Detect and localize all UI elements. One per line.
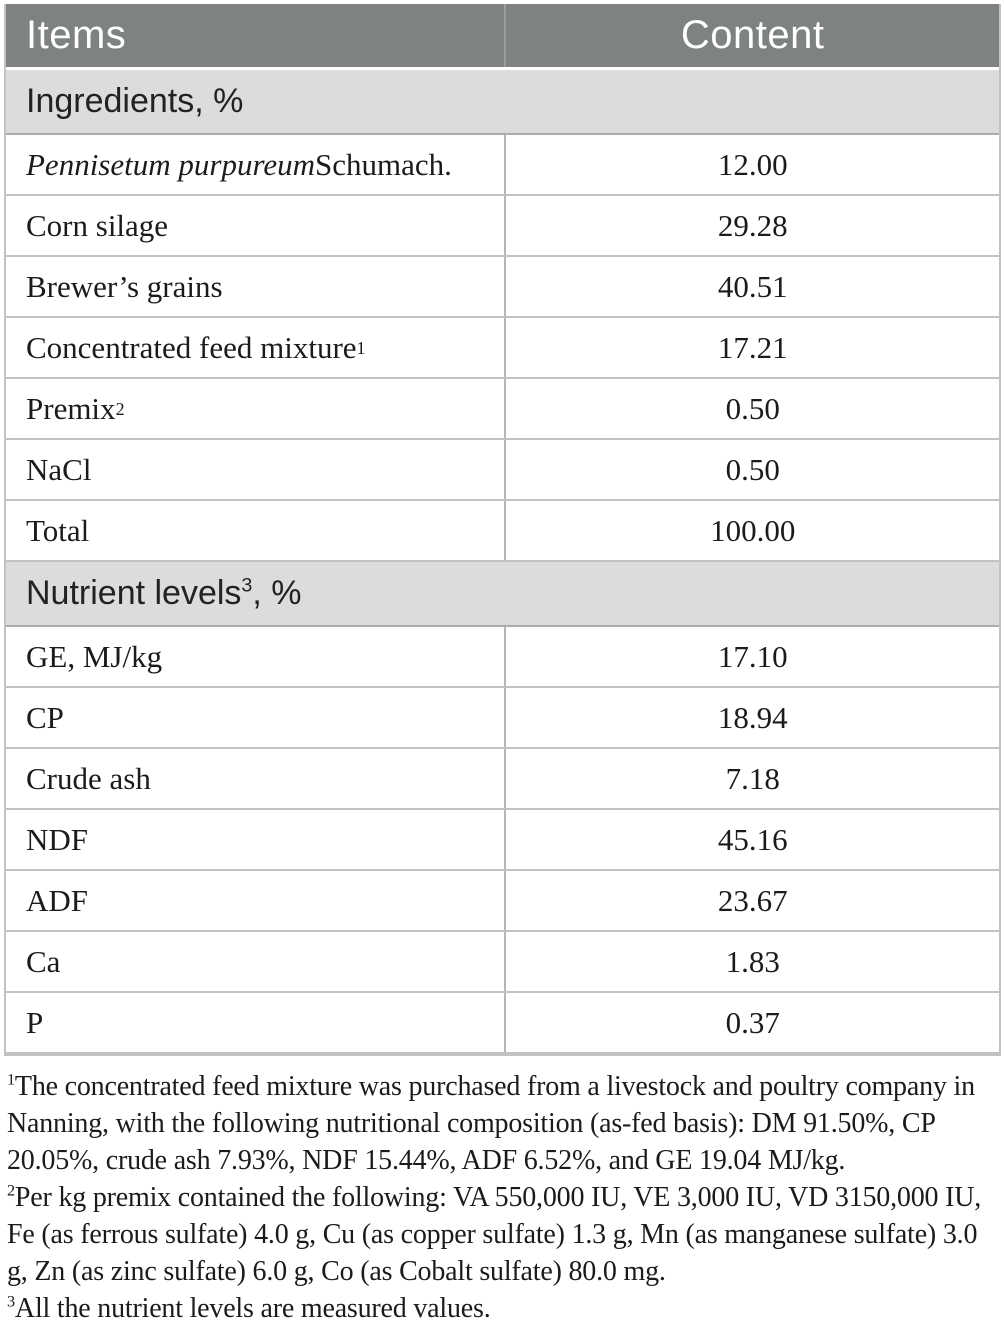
footnote-2: 2Per kg premix contained the following: … [7, 1181, 982, 1287]
row-value: 40.51 [717, 268, 788, 304]
table-row: Pennisetum purpureum Schumach. 12.00 [6, 135, 999, 196]
row-value: 0.50 [725, 451, 780, 487]
table-row: Ca 1.83 [6, 932, 999, 993]
table-row: ADF 23.67 [6, 871, 999, 932]
section-title: Nutrient levels3, % [26, 574, 302, 612]
row-label: Pennisetum purpureum Schumach. [6, 135, 507, 194]
row-label: Premix 2 [6, 379, 507, 438]
table-row: Concentrated feed mixture 1 17.21 [6, 318, 999, 379]
row-value: 100.00 [710, 512, 796, 548]
row-label: Corn silage [6, 196, 507, 255]
table-row: Premix 2 0.50 [6, 379, 999, 440]
footnote-1: 1The concentrated feed mixture was purch… [7, 1070, 975, 1176]
column-header-items: Items [6, 4, 507, 67]
row-value: 1.83 [725, 943, 780, 979]
column-header-content: Content [680, 13, 825, 57]
row-value: 0.37 [725, 1004, 780, 1040]
row-value: 12.00 [717, 146, 788, 182]
table-row: Brewer’s grains 40.51 [6, 257, 999, 318]
table-header-row: Items Content [6, 4, 999, 70]
table-row: CP 18.94 [6, 688, 999, 749]
table-row: Total 100.00 [6, 501, 999, 562]
footnote-marker: 2 [7, 1181, 15, 1200]
feed-composition-table: Items Content Ingredients, % Pennisetum … [4, 4, 1001, 1056]
footnote-3: 3All the nutrient levels are measured va… [7, 1292, 491, 1324]
row-label: Concentrated feed mixture 1 [6, 318, 507, 377]
section-header-nutrient-levels: Nutrient levels3, % [6, 562, 999, 627]
section-superscript: 3 [241, 574, 253, 597]
table-row: P 0.37 [6, 993, 999, 1054]
table-row: NaCl 0.50 [6, 440, 999, 501]
row-value: 0.50 [725, 390, 780, 426]
row-value: 45.16 [717, 821, 788, 857]
footnote-marker: 1 [7, 1070, 15, 1089]
section-title: Ingredients, % [26, 82, 244, 120]
row-label: NDF [6, 810, 507, 869]
row-label: GE, MJ/kg [6, 627, 507, 686]
footnote-marker: 3 [7, 1292, 15, 1311]
row-label: NaCl [6, 440, 507, 499]
species-name-italic: Pennisetum purpureum [26, 146, 316, 182]
footnotes: 1The concentrated feed mixture was purch… [4, 1068, 1001, 1327]
row-value: 18.94 [717, 699, 788, 735]
row-label: Ca [6, 932, 507, 991]
row-value: 17.21 [717, 329, 788, 365]
row-label: ADF [6, 871, 507, 930]
row-value: 29.28 [717, 207, 788, 243]
row-value: 23.67 [717, 882, 788, 918]
row-label: Crude ash [6, 749, 507, 808]
section-header-ingredients: Ingredients, % [6, 70, 999, 135]
table-row: Corn silage 29.28 [6, 196, 999, 257]
table-row: GE, MJ/kg 17.10 [6, 627, 999, 688]
row-label: Brewer’s grains [6, 257, 507, 316]
table-row: Crude ash 7.18 [6, 749, 999, 810]
table-row: NDF 45.16 [6, 810, 999, 871]
row-value: 17.10 [717, 638, 788, 674]
row-value: 7.18 [725, 760, 780, 796]
row-label: CP [6, 688, 507, 747]
row-label: Total [6, 501, 507, 560]
row-label: P [6, 993, 507, 1052]
